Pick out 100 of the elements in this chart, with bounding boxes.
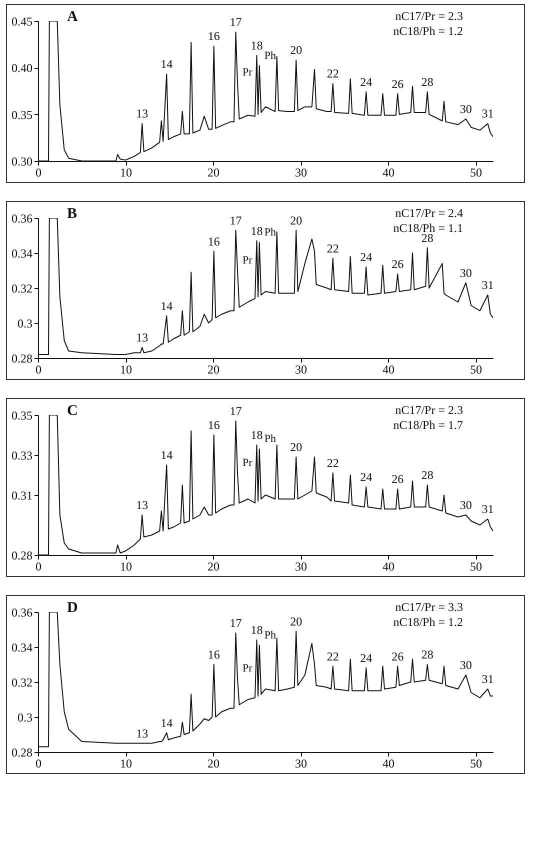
annotation: 28 (421, 468, 434, 482)
annotation: 26 (392, 649, 404, 664)
annotation: 31 (482, 672, 494, 686)
annotation: 16 (208, 648, 220, 662)
annotation: 24 (360, 74, 372, 89)
annotation: 28 (421, 74, 434, 89)
annotation: 30 (460, 266, 472, 280)
annotation: nC17/Pr = 3.3 (395, 600, 463, 614)
annotation: Pr (242, 457, 253, 469)
y-tick-label: 0.34 (12, 246, 32, 260)
annotation: 14 (160, 299, 173, 313)
x-tick-label: 10 (120, 756, 132, 770)
x-tick-label: 20 (208, 560, 220, 574)
annotation: nC18/Ph = 1.2 (393, 24, 463, 38)
y-tick-label: 0.28 (12, 548, 32, 562)
annotation: Ph (264, 629, 276, 642)
annotation: 22 (326, 649, 339, 664)
annotation: 26 (392, 76, 404, 91)
annotation: Pr (242, 254, 253, 266)
x-tick-label: 50 (470, 560, 482, 574)
annotation: 18 (250, 38, 263, 53)
x-tick-label: 0 (36, 362, 42, 376)
chart-title: B (67, 206, 78, 222)
annotation: Pr (242, 66, 253, 79)
annotation: nC17/Pr = 2.3 (395, 403, 463, 417)
x-tick-label: 30 (295, 560, 307, 574)
chart-title: A (67, 9, 78, 25)
x-tick-label: 20 (208, 362, 220, 376)
x-tick-label: 40 (382, 166, 394, 180)
annotation: 30 (460, 102, 472, 116)
x-tick-label: 30 (295, 362, 307, 376)
y-tick-label: 0.34 (12, 640, 32, 654)
annotation: Ph (264, 50, 276, 62)
annotation: 24 (360, 651, 372, 665)
annotation: 20 (290, 213, 302, 228)
y-tick-label: 0.33 (12, 448, 32, 462)
y-tick-label: 0.36 (12, 212, 32, 226)
annotation: 17 (230, 15, 242, 30)
annotation: 20 (290, 43, 302, 58)
x-tick-label: 0 (36, 166, 42, 180)
annotation: 26 (392, 257, 404, 271)
line-series (38, 218, 493, 355)
annotation: nC17/Pr = 2.3 (395, 9, 463, 23)
annotation: 16 (208, 418, 220, 432)
y-tick-label: 0.31 (12, 488, 32, 502)
x-tick-label: 10 (120, 560, 132, 574)
annotation: 13 (136, 106, 148, 121)
y-tick-label: 0.45 (12, 14, 32, 28)
annotation: 17 (230, 616, 242, 630)
annotation: 16 (208, 234, 220, 248)
annotation: 31 (482, 106, 494, 121)
x-tick-label: 20 (208, 166, 220, 180)
annotation: Pr (242, 662, 253, 674)
annotation: 24 (360, 250, 372, 264)
x-tick-label: 50 (470, 362, 482, 376)
y-tick-label: 0.32 (12, 676, 32, 690)
annotation: nC17/Pr = 2.4 (395, 206, 463, 220)
y-tick-label: 0.28 (12, 746, 32, 760)
annotation: 18 (250, 224, 263, 238)
annotation: 14 (160, 716, 173, 730)
annotation: 13 (136, 498, 148, 512)
annotation: 22 (326, 66, 339, 81)
annotation: 30 (460, 498, 472, 512)
y-tick-label: 0.32 (12, 282, 32, 296)
y-tick-label: 0.28 (12, 352, 32, 366)
annotation: Ph (264, 226, 276, 238)
chart-title: C (67, 403, 78, 419)
annotation: nC18/Ph = 1.7 (393, 418, 463, 432)
annotation: 18 (250, 428, 263, 442)
x-tick-label: 10 (120, 362, 132, 376)
x-tick-label: 30 (295, 756, 307, 770)
y-tick-label: 0.35 (12, 408, 32, 422)
annotation: 14 (160, 448, 173, 462)
x-tick-label: 10 (120, 166, 132, 180)
annotation: 31 (482, 502, 494, 516)
annotation: 28 (421, 648, 434, 662)
annotation: 20 (290, 614, 302, 628)
x-tick-label: 40 (382, 560, 394, 574)
annotation: 30 (460, 658, 472, 672)
x-tick-label: 40 (382, 756, 394, 770)
x-tick-label: 0 (36, 756, 42, 770)
y-tick-label: 0.30 (12, 154, 32, 168)
annotation: Ph (264, 433, 276, 445)
x-tick-label: 0 (36, 560, 42, 574)
y-tick-label: 0.40 (12, 61, 32, 76)
y-tick-label: 0.35 (12, 108, 32, 122)
y-tick-label: 0.36 (12, 606, 32, 620)
x-tick-label: 20 (208, 756, 220, 770)
y-tick-label: 0.3 (18, 316, 32, 330)
annotation: 26 (392, 472, 404, 486)
annotation: 17 (230, 213, 242, 228)
annotation: 16 (208, 29, 220, 44)
x-tick-label: 50 (470, 756, 482, 770)
annotation: nC18/Ph = 1.2 (393, 615, 463, 629)
annotation: 18 (250, 623, 263, 637)
annotation: 22 (326, 241, 339, 256)
y-tick-label: 0.3 (18, 710, 32, 724)
annotation: 17 (230, 404, 242, 418)
annotation: 31 (482, 278, 494, 292)
annotation: 14 (160, 57, 173, 72)
